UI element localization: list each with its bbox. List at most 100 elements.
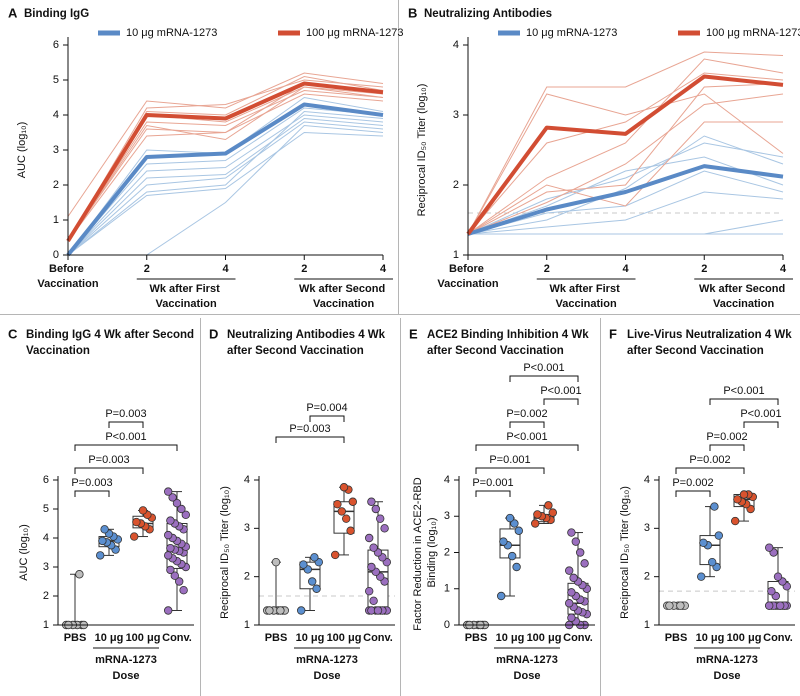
x-group-label: mRNA-1273	[496, 654, 558, 666]
data-point	[297, 606, 306, 615]
data-point	[510, 519, 519, 528]
x-tick-label: 2	[701, 263, 707, 275]
mean-line	[466, 74, 784, 236]
x-tick-label: PBS	[465, 632, 488, 644]
data-point	[166, 543, 175, 553]
individual-line	[67, 107, 384, 256]
y-tick-label: 5	[43, 503, 49, 515]
comparison-label: P<0.001	[523, 362, 564, 374]
data-point	[177, 504, 186, 514]
data-point	[337, 507, 346, 516]
x-tick-label: PBS	[665, 632, 688, 644]
y-tick-label: 0	[444, 619, 450, 631]
y-tick-label: 3	[453, 109, 459, 121]
individual-line	[467, 93, 784, 235]
data-point	[776, 601, 785, 610]
x-tick-label: 10 μg	[95, 632, 124, 644]
individual-line	[467, 83, 784, 235]
individual-line	[67, 72, 384, 217]
comparison-label: P<0.001	[723, 385, 764, 397]
x-axis-label: Dose	[113, 670, 140, 682]
y-axis-label: AUC (log₁₀)	[16, 122, 28, 179]
comparison-bracket	[74, 467, 144, 474]
data-point	[163, 530, 173, 540]
y-tick-label: 1	[644, 619, 650, 631]
y-axis-label: Reciprocal ID₅₀ Titer (log₁₀)	[619, 486, 631, 619]
data-point	[739, 490, 749, 499]
data-point	[181, 510, 190, 519]
comparison-label: P<0.001	[506, 431, 547, 443]
y-tick-label: 6	[53, 39, 59, 51]
data-point	[369, 543, 378, 552]
data-point	[699, 538, 708, 548]
data-point	[179, 586, 188, 595]
data-point	[367, 562, 376, 572]
comparison-bracket	[543, 398, 579, 405]
individual-line	[468, 219, 784, 235]
chart-title: Neutralizing Antibodies 4 Wk after Secon…	[227, 329, 388, 357]
x-tick-label: PBS	[64, 632, 87, 644]
data-point	[100, 525, 109, 534]
y-axis-label: AUC (log₁₀)	[18, 524, 30, 581]
x-tick-label: 100 μg	[527, 632, 562, 644]
data-point	[499, 537, 508, 546]
y-tick-label: 1	[453, 249, 459, 261]
data-point	[380, 524, 389, 533]
data-point	[565, 566, 574, 575]
x-group-label: Wk after Second Vaccination	[699, 283, 788, 310]
y-tick-label: 2	[53, 179, 59, 191]
data-point	[166, 565, 175, 575]
y-tick-label: 4	[644, 474, 650, 486]
x-tick-label: Conv.	[563, 632, 593, 644]
comparison-bracket	[743, 421, 779, 428]
x-group-label: Wk after First Vaccination	[549, 283, 622, 310]
y-tick-label: 2	[244, 571, 250, 583]
data-point	[505, 513, 515, 523]
comparison-label: P<0.001	[740, 408, 781, 420]
data-point	[567, 528, 576, 537]
mean-line	[467, 164, 784, 236]
data-point	[676, 601, 685, 610]
data-point	[773, 572, 783, 581]
chart-title: Binding IgG 4 Wk after Second Vaccinatio…	[26, 329, 197, 357]
data-point	[497, 591, 506, 601]
data-point	[697, 572, 706, 581]
x-group-label: Wk after Second Vaccination	[299, 283, 388, 310]
individual-line	[467, 156, 784, 235]
data-point	[544, 501, 553, 510]
mean-line	[66, 81, 384, 243]
comparison-label: P=0.003	[289, 423, 330, 435]
data-point	[98, 536, 107, 546]
comparison-label: P=0.003	[71, 477, 112, 489]
comparison-label: P=0.002	[706, 431, 747, 443]
comparison-bracket	[509, 375, 579, 382]
data-point	[163, 487, 173, 496]
individual-line	[67, 86, 384, 242]
individual-line	[467, 142, 784, 235]
comparison-label: P=0.002	[672, 477, 713, 489]
x-group-label: Wk after First Vaccination	[149, 283, 222, 310]
data-point	[767, 586, 776, 596]
data-point	[367, 497, 376, 506]
x-group-label: mRNA-1273	[696, 654, 758, 666]
comparison-bracket	[74, 490, 110, 497]
panel-letter: F	[609, 326, 617, 341]
individual-line	[467, 93, 784, 235]
y-tick-label: 1	[444, 583, 450, 595]
data-point	[138, 506, 148, 515]
x-group-label: mRNA-1273	[296, 654, 358, 666]
y-tick-label: 3	[244, 522, 250, 534]
x-tick-label: 100 μg	[727, 632, 762, 644]
individual-line	[467, 72, 784, 235]
comparison-bracket	[108, 421, 144, 428]
comparison-bracket	[475, 467, 545, 474]
data-point	[580, 559, 589, 568]
data-point	[531, 519, 540, 528]
panel-letter: C	[8, 326, 18, 341]
x-axis-label: Dose	[714, 670, 741, 682]
x-tick-label: 2	[144, 263, 150, 275]
y-axis-label: Reciprocal ID₅₀ Titer (log₁₀)	[219, 486, 231, 619]
data-point	[569, 573, 578, 583]
data-point	[765, 601, 774, 610]
